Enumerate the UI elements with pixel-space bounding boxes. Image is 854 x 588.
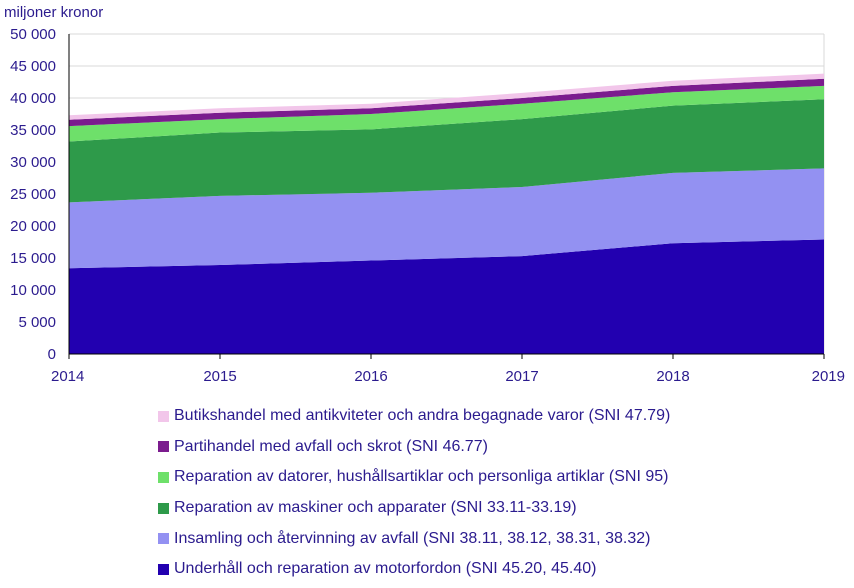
legend-item: Reparation av maskiner och apparater (SN… bbox=[158, 493, 670, 524]
axes bbox=[68, 34, 825, 359]
legend-item: Partihandel med avfall och skrot (SNI 46… bbox=[158, 432, 670, 463]
legend-label: Underhåll och reparation av motorfordon … bbox=[174, 560, 597, 578]
legend-label: Partihandel med avfall och skrot (SNI 46… bbox=[174, 437, 488, 455]
y-tick-label: 30 000 bbox=[10, 154, 56, 171]
y-tick-label: 40 000 bbox=[10, 90, 56, 107]
legend: Butikshandel med antikviteter och andra … bbox=[158, 401, 670, 585]
y-tick-label: 10 000 bbox=[10, 282, 56, 299]
x-tick-labels: 2014 2015 2016 2017 2018 2019 bbox=[51, 368, 845, 385]
legend-label: Butikshandel med antikviteter och andra … bbox=[174, 407, 671, 425]
y-axis-title: miljoner kronor bbox=[4, 4, 103, 21]
y-tick-label: 20 000 bbox=[10, 218, 56, 235]
area-series-5 bbox=[69, 73, 824, 120]
area-series-3 bbox=[69, 85, 824, 142]
legend-label: Insamling och återvinning av avfall (SNI… bbox=[174, 529, 651, 547]
y-tick-label: 0 bbox=[48, 346, 56, 363]
x-tick-label: 2015 bbox=[203, 368, 236, 385]
legend-swatch bbox=[158, 563, 169, 575]
legend-item: Reparation av datorer, hushållsartiklar … bbox=[158, 462, 670, 493]
y-tick-labels: 0 5 000 10 000 15 000 20 000 25 000 30 000 35 0… bbox=[10, 26, 56, 363]
legend-label: Reparation av maskiner och apparater (SN… bbox=[174, 499, 577, 517]
y-tick-label: 35 000 bbox=[10, 122, 56, 139]
legend-item: Insamling och återvinning av avfall (SNI… bbox=[158, 523, 670, 554]
x-tick-label: 2016 bbox=[354, 368, 387, 385]
y-tick-label: 45 000 bbox=[10, 58, 56, 75]
legend-swatch bbox=[158, 502, 169, 514]
legend-label: Reparation av datorer, hushållsartiklar … bbox=[174, 468, 669, 486]
area-series-1 bbox=[69, 168, 824, 269]
y-tick-label: 15 000 bbox=[10, 250, 56, 267]
y-tick-label: 25 000 bbox=[10, 186, 56, 203]
y-tick-label: 5 000 bbox=[18, 314, 56, 331]
legend-item: Butikshandel med antikviteter och andra … bbox=[158, 401, 670, 432]
legend-swatch bbox=[158, 410, 169, 422]
y-tick-label: 50 000 bbox=[10, 26, 56, 43]
legend-swatch bbox=[158, 471, 169, 483]
legend-swatch bbox=[158, 441, 169, 453]
area-series-4 bbox=[69, 78, 824, 127]
x-tick-label: 2019 bbox=[812, 368, 845, 385]
stacked-area-chart: miljoner kronor 0 5 000 10 000 15 000 20 000… bbox=[4, 4, 845, 385]
legend-item: Underhåll och reparation av motorfordon … bbox=[158, 554, 670, 585]
x-tick-label: 2017 bbox=[505, 368, 538, 385]
area-series bbox=[69, 73, 824, 354]
x-tick-label: 2014 bbox=[51, 368, 84, 385]
area-series-0 bbox=[69, 239, 824, 354]
x-tick-label: 2018 bbox=[656, 368, 689, 385]
legend-swatch bbox=[158, 533, 169, 545]
area-series-2 bbox=[69, 99, 824, 203]
